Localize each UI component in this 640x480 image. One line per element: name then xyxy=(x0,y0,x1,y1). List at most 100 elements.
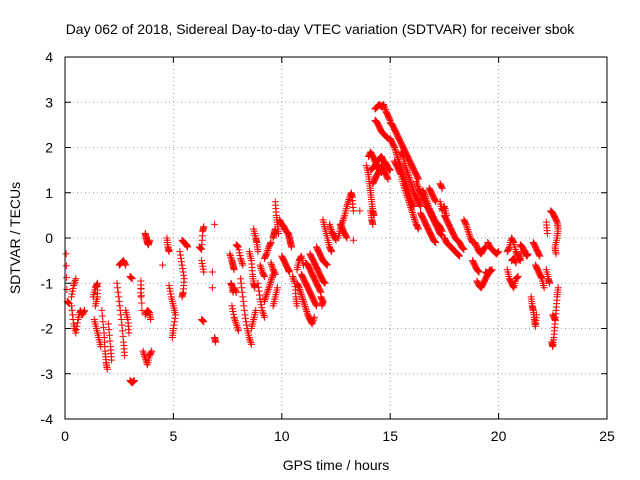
data-point xyxy=(267,277,275,285)
data-point xyxy=(183,243,191,251)
data-point xyxy=(115,297,123,305)
data-point xyxy=(552,250,560,258)
data-point xyxy=(263,289,271,297)
data-point xyxy=(176,251,184,259)
data-point xyxy=(327,246,335,254)
data-point xyxy=(494,248,502,256)
data-point xyxy=(343,234,351,242)
data-point xyxy=(322,260,330,268)
data-point xyxy=(62,262,70,270)
data-point xyxy=(240,306,248,314)
data-point xyxy=(512,274,520,282)
data-point xyxy=(464,227,472,235)
data-point xyxy=(321,279,329,287)
data-point xyxy=(252,306,260,314)
data-point xyxy=(71,276,79,284)
data-point xyxy=(320,278,328,286)
data-point xyxy=(320,278,328,286)
data-point xyxy=(247,340,255,348)
data-point xyxy=(514,273,522,281)
data-point xyxy=(269,270,277,278)
data-point xyxy=(165,248,173,256)
data-point xyxy=(393,152,401,160)
data-point xyxy=(263,248,271,256)
data-point xyxy=(128,274,136,282)
data-point xyxy=(239,261,247,269)
x-tick-label: 0 xyxy=(61,428,69,444)
data-point xyxy=(69,311,77,319)
data-point xyxy=(456,252,464,260)
data-point xyxy=(443,211,451,219)
data-point xyxy=(268,261,276,269)
data-point xyxy=(233,242,241,250)
y-tick-label: 2 xyxy=(45,140,53,156)
data-point xyxy=(70,280,78,288)
data-point xyxy=(105,326,113,334)
data-point xyxy=(401,186,409,194)
data-point xyxy=(323,261,331,269)
data-point xyxy=(260,272,268,280)
data-point xyxy=(409,185,417,193)
y-tick-label: -3 xyxy=(41,366,54,382)
data-point xyxy=(344,197,352,205)
data-point xyxy=(68,302,76,310)
data-point xyxy=(264,246,272,254)
data-point xyxy=(321,279,329,287)
data-point xyxy=(431,197,439,205)
data-point xyxy=(382,133,390,141)
data-point xyxy=(260,271,268,279)
data-point xyxy=(138,299,146,307)
data-points xyxy=(62,101,562,387)
data-point xyxy=(406,177,414,185)
data-point xyxy=(257,265,265,273)
data-point xyxy=(63,285,71,293)
data-point xyxy=(200,268,208,276)
data-point xyxy=(405,172,413,180)
data-point xyxy=(245,334,253,342)
data-point xyxy=(481,244,489,252)
data-point xyxy=(98,306,106,314)
data-point xyxy=(299,296,307,304)
data-point xyxy=(296,287,304,295)
data-point xyxy=(392,149,400,157)
data-point xyxy=(103,365,111,373)
x-tick-label: 25 xyxy=(599,428,615,444)
data-point xyxy=(71,278,79,286)
data-point xyxy=(289,274,297,282)
data-point xyxy=(312,301,320,309)
data-point xyxy=(405,173,413,181)
data-point xyxy=(454,250,462,258)
data-point xyxy=(258,306,266,314)
data-point xyxy=(238,259,246,267)
data-point xyxy=(178,261,186,269)
data-point xyxy=(540,284,548,292)
data-point xyxy=(340,215,348,223)
data-point xyxy=(259,308,267,316)
data-point xyxy=(401,162,409,170)
data-point xyxy=(116,302,124,310)
data-point xyxy=(459,244,467,252)
x-axis-label: GPS time / hours xyxy=(283,457,390,473)
data-point xyxy=(125,329,133,337)
data-point xyxy=(237,279,245,287)
data-point xyxy=(407,203,415,211)
data-point xyxy=(268,262,276,270)
data-point xyxy=(343,202,351,210)
data-point xyxy=(302,306,310,314)
data-point xyxy=(233,323,241,331)
data-point xyxy=(197,244,204,252)
data-point xyxy=(430,237,438,245)
data-point xyxy=(261,296,269,304)
data-point xyxy=(343,201,351,209)
data-point xyxy=(403,192,411,200)
data-point xyxy=(234,242,242,250)
data-point xyxy=(417,202,425,210)
data-point xyxy=(406,200,414,208)
x-tick-label: 5 xyxy=(170,428,178,444)
data-point xyxy=(380,102,388,110)
data-point xyxy=(423,198,431,206)
data-point xyxy=(400,183,408,191)
data-point xyxy=(239,293,247,301)
data-point xyxy=(349,207,357,215)
data-point xyxy=(108,356,116,364)
